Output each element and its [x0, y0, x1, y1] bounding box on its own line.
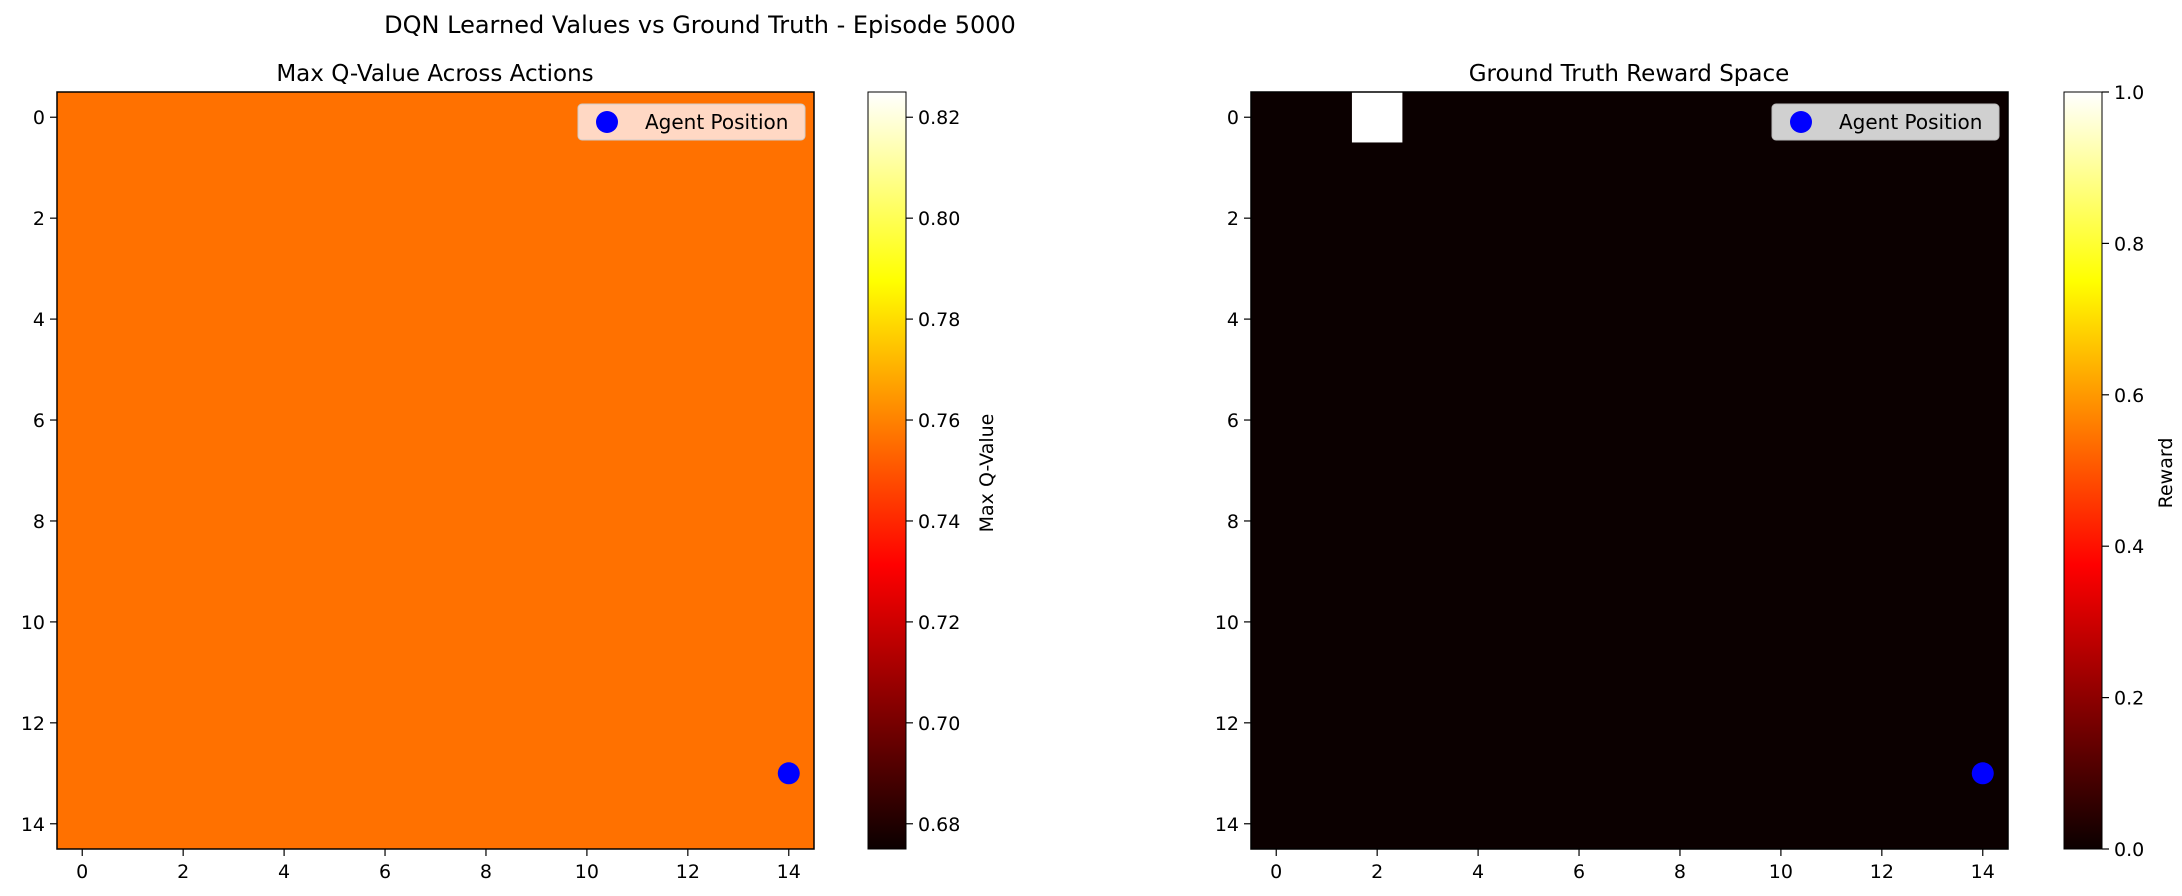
- legend-box-q-values: [577, 103, 806, 141]
- panel-title-q-values: Max Q-Value Across Actions: [276, 61, 593, 87]
- y-tick-label: 2: [1227, 208, 1239, 230]
- y-tick-label: 12: [1215, 713, 1239, 735]
- y-tick-label: 4: [1227, 309, 1239, 331]
- colorbar-q-values: [867, 91, 907, 850]
- x-tick-label: 10: [575, 861, 599, 883]
- figure-suptitle: DQN Learned Values vs Ground Truth - Epi…: [384, 11, 1016, 39]
- x-tick-label: 4: [1472, 861, 1484, 883]
- colorbar-tick-label: 0.82: [918, 107, 960, 129]
- agent-dot-reward: [1971, 762, 1994, 785]
- axes-frame-q-values: [56, 91, 815, 850]
- y-tick-label: 8: [33, 511, 45, 533]
- y-tick-label: 12: [21, 713, 45, 735]
- panel-q-values: Max Q-Value Across Actions Agent Positio…: [21, 61, 998, 883]
- x-ticks-q-values: 0 2 4 6 8 10 12 14: [76, 849, 801, 883]
- x-tick-label: 14: [777, 861, 801, 883]
- agent-marker-q-values: [777, 762, 800, 785]
- axes-frame-reward: [1250, 91, 2009, 850]
- agent-dot-q-values: [777, 762, 800, 785]
- legend-reward: Agent Position: [1771, 103, 2000, 141]
- y-tick-label: 6: [33, 410, 45, 432]
- y-tick-label: 10: [1215, 612, 1239, 634]
- heatmap-q-values: [57, 92, 814, 849]
- x-tick-label: 2: [177, 861, 189, 883]
- y-tick-label: 14: [21, 814, 45, 836]
- legend-box-reward: [1771, 103, 2000, 141]
- legend-q-values: Agent Position: [577, 103, 806, 141]
- y-tick-label: 6: [1227, 410, 1239, 432]
- x-ticks-reward: 0 2 4 6 8 10 12 14: [1270, 849, 1995, 883]
- y-tick-label: 14: [1215, 814, 1239, 836]
- colorbar-ticks-reward: 0.0 0.2 0.4 0.6 0.8 1.0: [2102, 82, 2144, 861]
- x-tick-label: 8: [480, 861, 492, 883]
- x-tick-label: 12: [676, 861, 700, 883]
- legend-marker-q-values: [596, 111, 618, 133]
- colorbar-tick-label: 0.80: [918, 208, 960, 230]
- y-tick-label: 0: [1227, 107, 1239, 129]
- y-tick-label: 8: [1227, 511, 1239, 533]
- heatmap-background-reward: [1251, 92, 2008, 849]
- x-tick-label: 6: [379, 861, 391, 883]
- legend-label-reward: Agent Position: [1839, 110, 1982, 134]
- x-tick-label: 10: [1769, 861, 1793, 883]
- y-tick-label: 0: [33, 107, 45, 129]
- colorbar-tick-label: 0.70: [918, 713, 960, 735]
- panel-reward: Ground Truth Reward Space Agent Position…: [1215, 61, 2177, 883]
- y-ticks-reward: 0 2 4 6 8 10 12 14: [1215, 107, 1251, 836]
- colorbar-tick-label: 0.8: [2114, 233, 2144, 255]
- y-tick-label: 2: [33, 208, 45, 230]
- y-tick-label: 10: [21, 612, 45, 634]
- y-tick-label: 4: [33, 309, 45, 331]
- colorbar-label-q-values: Max Q-Value: [976, 414, 998, 533]
- x-tick-label: 14: [1971, 861, 1995, 883]
- colorbar-tick-label: 0.68: [918, 814, 960, 836]
- heatmap-reward: [1251, 92, 2008, 849]
- colorbar-reward: [2063, 91, 2103, 850]
- colorbar-tick-label: 0.6: [2114, 385, 2144, 407]
- colorbar-tick-label: 0.0: [2114, 839, 2144, 861]
- colorbar-tick-label: 1.0: [2114, 82, 2144, 104]
- x-tick-label: 4: [278, 861, 290, 883]
- y-ticks-q-values: 0 2 4 6 8 10 12 14: [21, 107, 57, 836]
- panel-title-reward: Ground Truth Reward Space: [1469, 61, 1790, 87]
- legend-marker-reward: [1790, 111, 1812, 133]
- colorbar-tick-label: 0.76: [918, 410, 960, 432]
- colorbar-ticks-q-values: 0.68 0.70 0.72 0.74 0.76 0.78 0.80 0.82: [906, 107, 960, 836]
- colorbar-tick-label: 0.72: [918, 612, 960, 634]
- colorbar-tick-label: 0.2: [2114, 688, 2144, 710]
- colorbar-tick-label: 0.74: [918, 511, 960, 533]
- x-tick-label: 12: [1870, 861, 1894, 883]
- agent-marker-reward: [1971, 762, 1994, 785]
- x-tick-label: 2: [1371, 861, 1383, 883]
- x-tick-label: 6: [1573, 861, 1585, 883]
- heatmap-fill-q-values: [57, 92, 814, 849]
- x-tick-label: 8: [1674, 861, 1686, 883]
- legend-label-q-values: Agent Position: [645, 110, 788, 134]
- x-tick-label: 0: [76, 861, 88, 883]
- colorbar-tick-label: 0.78: [918, 309, 960, 331]
- x-tick-label: 0: [1270, 861, 1282, 883]
- colorbar-tick-label: 0.4: [2114, 536, 2144, 558]
- colorbar-label-reward: Reward: [2155, 438, 2177, 509]
- heatmap-cell-reward: [1351, 92, 1403, 143]
